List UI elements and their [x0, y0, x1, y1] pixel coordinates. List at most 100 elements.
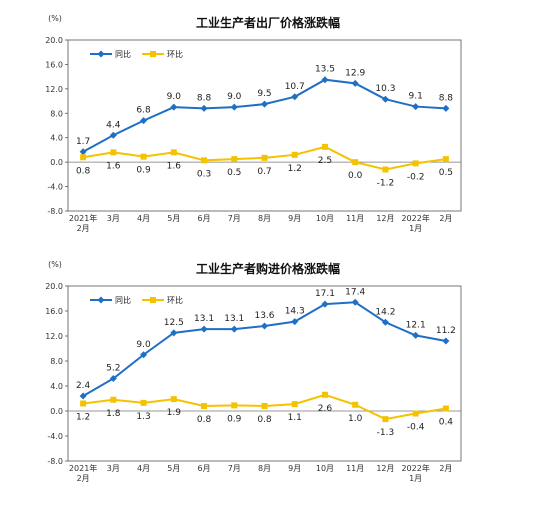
data-point-mom: [140, 399, 147, 406]
data-point-mom: [110, 149, 117, 156]
y-axis-tick-label: -4.0: [47, 183, 63, 192]
x-axis-tick-label: 12月: [376, 464, 394, 473]
data-point-yoy: [351, 79, 359, 87]
x-axis-tick-label: 2022年: [401, 213, 429, 223]
data-point-yoy: [442, 104, 450, 112]
y-axis-tick-label: 8.0: [50, 357, 63, 366]
data-point-yoy: [412, 103, 420, 111]
data-point-mom: [80, 154, 87, 161]
x-axis-tick-label: 10月: [316, 464, 334, 473]
data-point-yoy: [170, 103, 178, 111]
data-label-yoy: 8.8: [439, 93, 454, 103]
data-label-mom: -1.3: [377, 428, 395, 438]
data-label-yoy: 10.3: [375, 84, 395, 94]
data-label-yoy: 9.5: [257, 89, 271, 99]
chart-panel-ppi-output: 工业生产者出厂价格涨跌幅 (%) 20.0 16.0 12.0 8.0 4.0 0.0 -4.0…: [45, 14, 462, 233]
y-axis-tick-label: 4.0: [50, 382, 63, 391]
data-point-mom: [261, 403, 268, 409]
x-axis-tick-label: 2月: [77, 474, 90, 483]
y-axis-tick-label: 8.0: [50, 109, 63, 118]
data-point-mom: [382, 166, 389, 173]
chart-panel-ppi-input: 工业生产者购进价格涨跌幅 (%) 20.0 16.0 12.0 8.0 4.0 0.0 -4.0…: [0, 255, 544, 510]
x-axis-tick-label: 5月: [167, 464, 180, 473]
data-label-yoy: 12.1: [406, 320, 426, 330]
x-axis-tick-label: 9月: [288, 464, 301, 473]
data-point-mom: [140, 153, 147, 160]
data-label-yoy: 6.8: [136, 106, 151, 116]
data-label-mom: 1.2: [76, 413, 90, 423]
plot-area-frame: [67, 39, 462, 212]
data-label-yoy: 9.0: [227, 92, 242, 102]
data-point-mom: [231, 156, 238, 163]
data-point-yoy: [321, 300, 329, 308]
x-axis-tick-label: 2022年: [401, 463, 429, 473]
data-label-yoy: 14.2: [375, 307, 395, 317]
data-point-mom: [291, 151, 298, 158]
data-label-yoy: 10.7: [285, 82, 305, 92]
legend-marker: [97, 50, 105, 58]
x-axis-tick-label: 7月: [228, 214, 241, 223]
data-point-yoy: [261, 322, 268, 330]
x-axis-tick-label: 10月: [316, 214, 334, 223]
legend-label: 环比: [167, 295, 183, 305]
data-label-yoy: 9.0: [167, 92, 182, 102]
chart-ppi-input: 工业生产者购进价格涨跌幅 (%) 20.0 16.0 12.0 8.0 4.0 0.0 -4.0…: [45, 260, 462, 483]
data-point-yoy: [261, 100, 268, 108]
legend-label: 同比: [115, 295, 131, 305]
x-axis-tick-label: 11月: [346, 214, 364, 223]
data-label-yoy: 8.8: [197, 93, 212, 103]
data-point-yoy: [140, 351, 148, 359]
y-axis-tick-label: -8.0: [47, 207, 63, 216]
data-label-yoy: 1.7: [76, 137, 90, 147]
data-point-yoy: [230, 103, 238, 111]
data-label-mom: 0.5: [227, 168, 241, 178]
data-label-yoy: 5.2: [106, 364, 120, 374]
data-point-yoy: [170, 329, 178, 337]
data-label-mom: -1.2: [377, 178, 395, 188]
data-point-mom: [201, 403, 208, 409]
x-axis-tick-label: 2021年: [69, 213, 97, 223]
data-point-mom: [412, 160, 419, 167]
data-point-yoy: [109, 131, 117, 139]
x-axis-tick-label: 1月: [409, 474, 422, 483]
data-point-mom: [231, 402, 238, 409]
data-label-mom: 0.8: [257, 415, 272, 425]
data-point-yoy: [109, 375, 117, 382]
data-point-mom: [291, 401, 298, 408]
data-point-yoy: [291, 318, 299, 326]
data-label-yoy: 11.2: [436, 326, 456, 336]
legend-marker: [150, 297, 156, 303]
y-axis-tick-label: 0.0: [50, 158, 63, 167]
data-label-yoy: 14.3: [285, 307, 305, 317]
data-label-yoy: 13.6: [254, 311, 274, 321]
x-axis-tick-label: 6月: [197, 464, 210, 473]
data-label-mom: 0.0: [348, 171, 363, 181]
data-label-mom: -0.4: [407, 423, 425, 433]
data-label-mom: 0.9: [227, 414, 242, 424]
data-point-mom: [321, 391, 328, 398]
x-axis-tick-label: 1月: [409, 224, 422, 233]
data-label-yoy: 13.1: [224, 314, 244, 324]
data-point-mom: [412, 410, 419, 417]
data-label-yoy: 12.5: [164, 318, 184, 328]
data-label-yoy: 17.1: [315, 289, 335, 299]
x-axis-tick-label: 7月: [228, 464, 241, 473]
x-axis-tick-label: 2月: [439, 464, 452, 473]
data-point-mom: [110, 396, 117, 403]
data-point-mom: [321, 143, 328, 150]
x-axis-tick-label: 2月: [439, 214, 452, 223]
y-axis-tick-label: -4.0: [47, 432, 63, 441]
data-label-mom: 1.8: [106, 409, 121, 419]
data-label-mom: 0.3: [197, 169, 211, 179]
data-point-yoy: [200, 104, 208, 112]
x-axis-tick-label: 2021年: [69, 463, 97, 473]
data-point-mom: [170, 149, 177, 156]
data-label-mom: 1.6: [106, 161, 121, 171]
data-label-yoy: 9.1: [408, 92, 422, 102]
x-axis-tick-label: 4月: [137, 214, 150, 223]
y-axis-tick-label: 12.0: [45, 85, 63, 94]
x-axis-tick-label: 3月: [107, 214, 120, 223]
data-point-mom: [261, 154, 268, 161]
legend-marker: [150, 51, 156, 57]
data-point-yoy: [140, 117, 148, 125]
